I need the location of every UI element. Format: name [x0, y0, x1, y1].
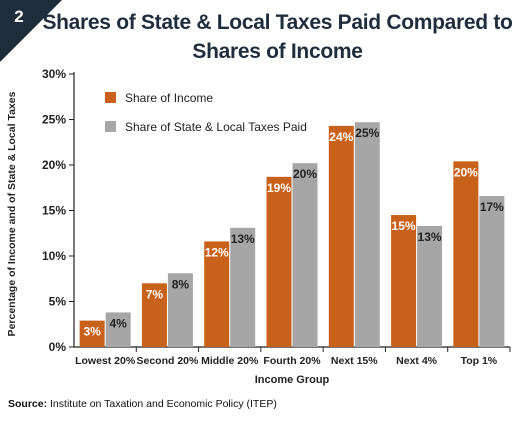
- bar-data-label: 17%: [480, 200, 504, 214]
- y-tick-label: 0%: [49, 340, 67, 354]
- bar-share-of-taxes: [230, 227, 256, 347]
- x-category-label: Middle 20%: [201, 355, 259, 367]
- bar-data-label: 7%: [146, 287, 164, 301]
- bar-share-of-income: [204, 241, 230, 347]
- bar-data-label: 4%: [109, 316, 127, 330]
- source-text: Institute on Taxation and Economic Polic…: [50, 398, 277, 410]
- bar-share-of-taxes: [417, 225, 443, 347]
- legend-swatch: [105, 92, 116, 103]
- y-tick-label: 30%: [42, 67, 66, 81]
- bar-share-of-taxes: [105, 312, 131, 347]
- y-tick-label: 25%: [42, 113, 66, 127]
- bar-share-of-income: [328, 125, 354, 348]
- bar-data-label: 15%: [392, 219, 416, 233]
- bar-data-label: 25%: [355, 126, 379, 140]
- bar-share-of-taxes: [292, 163, 318, 347]
- bar-data-label: 24%: [329, 130, 353, 144]
- y-tick-label: 20%: [42, 158, 66, 172]
- x-category-label: Next 15%: [331, 355, 378, 367]
- x-axis-title: Income Group: [255, 374, 330, 386]
- x-category-label: Lowest 20%: [75, 355, 136, 367]
- bar-share-of-taxes: [354, 122, 380, 347]
- chart-title-line-1: Shares of State & Local Taxes Paid Compa…: [42, 11, 513, 34]
- bar-data-label: 12%: [205, 245, 229, 259]
- y-tick-label: 10%: [42, 249, 66, 263]
- bar-share-of-income: [266, 176, 292, 347]
- source-note: Source: Institute on Taxation and Econom…: [8, 398, 277, 410]
- chart-title-line-2: Shares of Income: [192, 40, 363, 63]
- figure-number: 2: [14, 7, 24, 26]
- bar-data-label: 20%: [293, 167, 317, 181]
- source-label: Source:: [8, 398, 48, 410]
- x-category-label: Second 20%: [136, 355, 199, 367]
- legend-swatch: [105, 121, 116, 132]
- x-category-label: Next 4%: [396, 355, 438, 367]
- legend-label: Share of State & Local Taxes Paid: [125, 120, 307, 134]
- x-category-label: Top 1%: [461, 355, 498, 367]
- y-tick-label: 15%: [42, 204, 66, 218]
- bar-share-of-income: [141, 283, 167, 347]
- bar-data-label: 3%: [83, 325, 101, 339]
- chart-title: Shares of State & Local Taxes Paid Compa…: [40, 8, 515, 66]
- bar-data-label: 13%: [231, 232, 255, 246]
- legend-label: Share of Income: [125, 91, 213, 105]
- bar-data-label: 19%: [267, 181, 291, 195]
- bar-chart: 0% 5% 10% 15% 20% 25% 30% 3% 4% Lowest 20% 7% 8% Sec…: [42, 67, 511, 386]
- bar-share-of-taxes: [479, 195, 505, 347]
- bar-share-of-income: [453, 161, 479, 347]
- corner-triangle: [0, 0, 62, 62]
- bar-share-of-income: [391, 215, 417, 347]
- x-category-label: Fourth 20%: [263, 355, 321, 367]
- bar-data-label: 8%: [172, 277, 190, 291]
- bar-data-label: 13%: [418, 230, 442, 244]
- bar-share-of-income: [79, 320, 105, 347]
- bar-share-of-taxes: [167, 273, 193, 347]
- y-tick-label: 5%: [49, 295, 67, 309]
- figure-number-badge: 2: [0, 0, 62, 62]
- bar-data-label: 20%: [454, 165, 478, 179]
